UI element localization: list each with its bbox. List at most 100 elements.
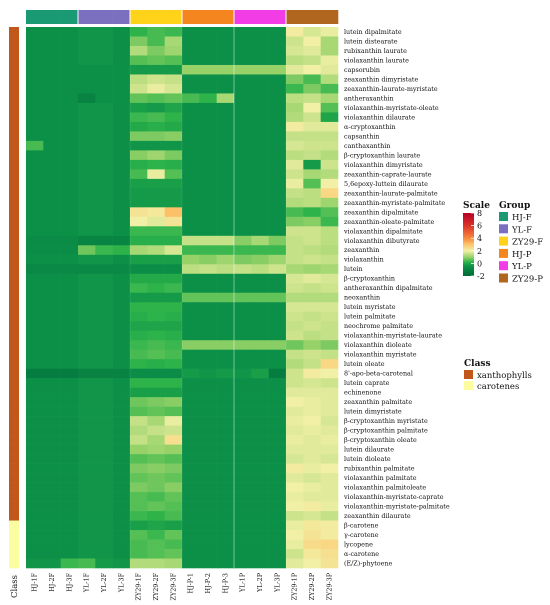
heatmap-cell <box>234 454 252 464</box>
heatmap-cell <box>43 492 61 502</box>
heatmap-cell <box>251 463 269 474</box>
heatmap-cell <box>286 235 304 246</box>
heatmap-cell <box>182 64 200 75</box>
heatmap-cell <box>216 435 235 445</box>
class-bar-cell <box>9 102 19 113</box>
heatmap-cell <box>234 235 252 246</box>
row-label: (E/Z)-phytoene <box>344 559 393 567</box>
heatmap-cell <box>286 463 304 474</box>
heatmap-cell <box>268 74 287 85</box>
heatmap-cell <box>95 235 113 246</box>
heatmap-cell <box>112 207 131 218</box>
heatmap-cell <box>199 311 217 322</box>
heatmap-cell <box>286 207 304 218</box>
heatmap-cell <box>130 216 148 227</box>
heatmap-cell <box>60 121 79 132</box>
heatmap-cell <box>286 140 304 151</box>
heatmap-cell <box>130 140 148 151</box>
heatmap-cell <box>251 264 269 275</box>
heatmap-cell <box>26 102 44 113</box>
class-bar-cell <box>9 501 19 512</box>
heatmap-cell <box>95 520 113 531</box>
heatmap-cell <box>303 283 321 294</box>
heatmap-cell <box>43 473 61 483</box>
heatmap-cell <box>268 558 287 569</box>
heatmap-cell <box>268 530 287 540</box>
heatmap-cell <box>216 492 235 502</box>
heatmap-cell <box>130 501 148 512</box>
heatmap-cell <box>182 473 200 483</box>
heatmap-cell <box>251 226 269 237</box>
heatmap-cell <box>60 292 79 303</box>
class-bar-cell <box>9 159 19 170</box>
heatmap-cell <box>95 74 113 85</box>
heatmap-cell <box>60 178 79 189</box>
row-label: violaxanthin dibutyrate <box>343 237 420 245</box>
heatmap-cell <box>234 283 252 294</box>
heatmap-cell <box>43 178 61 189</box>
heatmap-cell <box>216 121 235 132</box>
heatmap-cell <box>216 207 235 218</box>
group-bar-cell <box>303 10 321 24</box>
heatmap-cell <box>147 330 165 341</box>
heatmap-cell <box>78 27 96 37</box>
heatmap-cell <box>78 292 96 303</box>
heatmap-cell <box>303 397 321 407</box>
heatmap-cell <box>26 406 44 417</box>
heatmap-cell <box>26 416 44 426</box>
heatmap-cell <box>251 406 269 417</box>
heatmap-cell <box>26 188 44 199</box>
heatmap-cell <box>130 425 148 436</box>
heatmap-cell <box>26 292 44 303</box>
heatmap-cell <box>286 349 304 360</box>
heatmap-cell <box>95 36 113 47</box>
heatmap-cell <box>164 444 183 455</box>
heatmap-cell <box>112 558 131 569</box>
row-label: violaxanthin dimyristate <box>343 161 423 169</box>
heatmap-cell <box>26 226 44 237</box>
heatmap-cell <box>78 492 96 502</box>
heatmap-cell <box>182 454 200 464</box>
heatmap-cell <box>147 254 165 265</box>
heatmap-cell <box>78 368 96 379</box>
heatmap-cell <box>26 264 44 275</box>
heatmap-cell <box>26 349 44 360</box>
group-legend-swatch <box>499 212 508 221</box>
heatmap-cell <box>78 245 96 256</box>
heatmap-cell <box>78 330 96 341</box>
heatmap-cell <box>268 549 287 559</box>
row-label: zeaxanthin dilaurate <box>344 512 411 520</box>
heatmap-cell <box>147 378 165 388</box>
row-label: echinenone <box>344 389 381 397</box>
heatmap-cell <box>130 511 148 521</box>
heatmap-cell <box>112 55 131 66</box>
heatmap-cell <box>78 435 96 445</box>
row-label: lutein caprate <box>344 379 390 387</box>
heatmap-cell <box>320 482 339 493</box>
heatmap-cell <box>182 378 200 388</box>
heatmap-cell <box>268 83 287 94</box>
heatmap-cell <box>320 131 339 142</box>
column-label: ZY29-3P <box>325 572 333 600</box>
heatmap-cell <box>199 207 217 218</box>
heatmap-cell <box>286 340 304 350</box>
group-legend-swatch <box>499 273 508 283</box>
heatmap-cell <box>216 178 235 189</box>
heatmap-cell <box>303 292 321 303</box>
heatmap-cell <box>112 245 131 256</box>
heatmap-cell <box>268 178 287 189</box>
heatmap-cell <box>60 159 79 170</box>
heatmap-cell <box>147 387 165 398</box>
heatmap-cell <box>95 539 113 550</box>
class-bar-cell <box>9 340 19 350</box>
heatmap-cell <box>130 283 148 294</box>
heatmap-cell <box>216 482 235 493</box>
heatmap-cell <box>26 302 44 313</box>
heatmap-cell <box>164 349 183 360</box>
heatmap-cell <box>78 530 96 540</box>
heatmap-cell <box>320 311 339 322</box>
class-bar-cell <box>9 235 19 246</box>
heatmap-cell <box>216 549 235 559</box>
heatmap-cell <box>164 121 183 132</box>
heatmap-cell <box>26 140 44 151</box>
